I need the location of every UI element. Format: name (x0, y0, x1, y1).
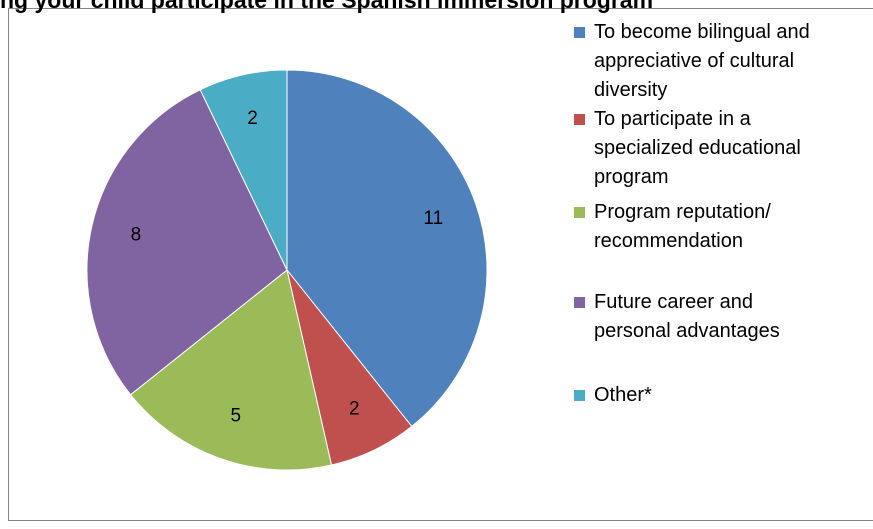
data-label: 2 (247, 108, 258, 129)
legend-swatch (574, 27, 585, 38)
legend-label: Other* (594, 384, 652, 406)
pie-slice (86, 89, 288, 396)
legend-item: To become bilingual and appreciative of … (574, 18, 834, 105)
legend-item: Program reputation/ recommendation (574, 198, 834, 256)
legend-label: To participate in a specialized educatio… (594, 108, 801, 188)
pie-slice (199, 69, 288, 271)
data-label: 2 (349, 399, 360, 420)
data-label: 8 (131, 225, 142, 246)
legend-swatch (574, 390, 585, 401)
legend-label: Program reputation/ recommendation (594, 201, 771, 252)
legend-item: To participate in a specialized educatio… (574, 105, 834, 192)
pie-slice (286, 69, 488, 428)
data-label: 5 (231, 405, 242, 426)
legend-swatch (574, 297, 585, 308)
legend-label: To become bilingual and appreciative of … (594, 21, 810, 101)
pie-slice (129, 269, 333, 471)
legend-item: Other* (574, 381, 834, 410)
chart-frame (8, 8, 873, 521)
legend-item: Future career and personal advantages (574, 288, 834, 346)
legend-swatch (574, 114, 585, 125)
legend-swatch (574, 207, 585, 218)
data-label: 11 (423, 208, 443, 229)
legend-label: Future career and personal advantages (594, 291, 780, 342)
chart-title: ng your child participate in the Spanish… (0, 0, 654, 13)
